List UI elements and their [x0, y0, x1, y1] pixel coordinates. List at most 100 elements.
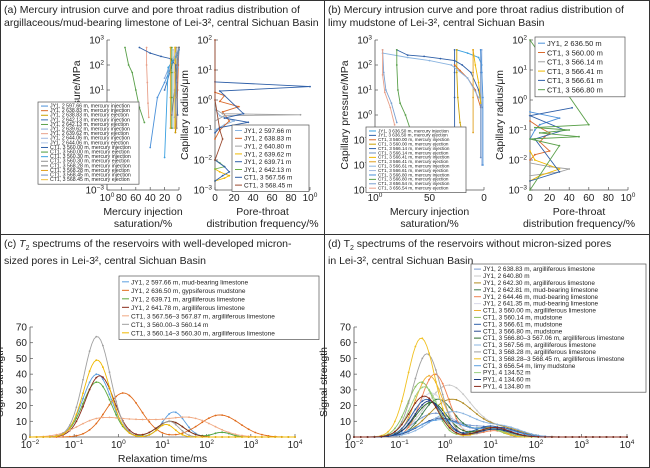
data-point: [147, 102, 149, 104]
panel-c-title-subscript: 2: [25, 245, 30, 253]
data-point: [421, 403, 424, 406]
data-point: [428, 413, 430, 415]
data-point: [466, 77, 469, 79]
data-point: [551, 436, 553, 438]
data-point: [95, 373, 98, 376]
legend-entry: JY1, 2 639.71 m: [244, 159, 291, 166]
data-point: [421, 419, 424, 422]
x-axis-label: Relaxation time/ms: [118, 453, 207, 465]
data-point: [394, 427, 396, 430]
data-point: [82, 422, 84, 425]
x-tick-label: 50: [424, 193, 436, 204]
data-point: [115, 413, 117, 416]
legend-entry: CT1, 3 566.14 m, mercury ejection: [378, 150, 449, 155]
data-point: [407, 429, 410, 432]
data-point: [68, 429, 71, 432]
data-point: [115, 404, 117, 407]
data-point: [448, 422, 451, 425]
data-point: [214, 39, 216, 41]
data-point: [389, 106, 392, 109]
legend-entry: CT1, 3 566.61 m, mercury ejection: [378, 168, 449, 173]
data-point: [523, 430, 526, 433]
data-point: [68, 426, 71, 429]
y-tick-label: 10−2: [508, 155, 527, 167]
data-point: [221, 436, 224, 438]
data-point: [214, 69, 216, 71]
data-point: [178, 49, 180, 51]
y-tick-label: 10: [340, 417, 352, 428]
y-tick-label: 10−3: [85, 185, 104, 197]
data-point: [558, 171, 561, 173]
legend-entry: JY1, 2 642.13 m: [244, 167, 291, 174]
legend-entry: JY1, 2 639.62 m: [244, 151, 291, 158]
data-point: [390, 102, 393, 104]
panel-divider-horizontal: [0, 234, 650, 235]
data-point: [148, 434, 151, 436]
data-point: [480, 71, 483, 74]
data-point: [194, 425, 197, 428]
x-axis-label: Pore-throat distribution frequency/%: [523, 206, 635, 230]
data-point: [95, 422, 98, 425]
data-point: [578, 436, 581, 438]
data-point: [214, 414, 217, 417]
legend-entry: JY1, 3 636.50 m, mercury injection: [378, 128, 449, 133]
data-point: [489, 430, 492, 432]
data-point: [529, 150, 531, 152]
data-point: [439, 57, 442, 60]
data-point: [428, 59, 431, 62]
data-point: [168, 433, 171, 436]
data-point: [55, 435, 58, 438]
data-point: [414, 399, 417, 402]
data-point: [228, 120, 231, 122]
x-tick-label: 101: [155, 439, 170, 451]
legend-entry: CT1, 3 568.45 m, mercury injection: [50, 172, 131, 178]
data-point: [95, 359, 98, 361]
data-point: [428, 378, 430, 381]
data-point: [62, 433, 64, 435]
data-point: [414, 429, 417, 432]
data-point: [448, 417, 451, 420]
legend-entry: CT1, 3 560.30 m, mercury injection: [50, 154, 131, 160]
data-point: [459, 69, 461, 72]
data-point: [155, 429, 157, 432]
legend-entry: JY1, 2 597.66 m, mud-bearing limestone: [131, 279, 248, 286]
y-tick-label: 60: [16, 338, 28, 349]
data-point: [516, 435, 519, 438]
data-point: [496, 423, 499, 426]
data-point: [181, 433, 184, 436]
y-tick-label: 0: [21, 433, 27, 444]
data-point: [400, 427, 403, 430]
data-point: [489, 426, 492, 429]
data-point: [175, 96, 178, 99]
data-point: [448, 426, 451, 429]
data-point: [218, 90, 221, 92]
data-point: [455, 398, 458, 401]
x-tick-label: 0: [212, 193, 218, 204]
data-point: [400, 432, 403, 434]
data-point: [626, 436, 628, 438]
data-point: [414, 385, 417, 388]
data-point: [472, 96, 474, 99]
data-point: [448, 384, 451, 386]
data-point: [221, 431, 224, 434]
data-point: [482, 428, 485, 431]
data-point: [477, 56, 480, 59]
data-point: [578, 135, 580, 138]
data-point: [254, 431, 257, 434]
data-point: [102, 416, 104, 419]
data-point: [414, 395, 417, 398]
y-tick-label: 100: [512, 95, 527, 107]
data-point: [393, 124, 396, 126]
legend-entry: JY1, 2 638.83 m, mercury ejection: [50, 113, 129, 119]
legend-entry: JY1, 3 636.50 m, mercury ejection: [378, 133, 448, 138]
series-line: [396, 49, 411, 129]
data-point: [529, 159, 531, 161]
data-point: [453, 96, 456, 99]
data-point: [421, 381, 424, 384]
y-tick-label: 10−2: [193, 155, 212, 167]
legend-box: [118, 275, 320, 340]
data-point: [455, 49, 458, 51]
legend-entry: CT1, 3 560.00 m, mercury injection: [378, 137, 450, 142]
data-point: [95, 335, 98, 338]
